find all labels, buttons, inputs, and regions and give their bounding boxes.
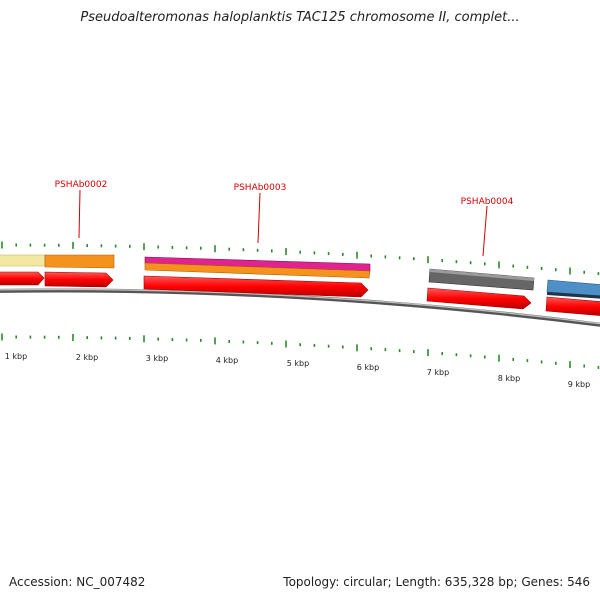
gene-leader-line	[257, 192, 261, 244]
top-tick-track	[1, 241, 600, 276]
gene-leader-line	[78, 189, 81, 239]
feature-bar-yellow	[0, 254, 46, 267]
gene-label[interactable]: PSHAb0004	[461, 197, 514, 207]
gene-label[interactable]: PSHAb0003	[234, 183, 287, 193]
feature-bar-orange	[44, 254, 115, 269]
gene-arrow-3	[143, 275, 369, 298]
gene-arrow-2	[44, 271, 114, 288]
accession-label: Accession: NC_007482	[9, 575, 146, 589]
gene-label-group-3: PSHAb0004	[461, 197, 514, 257]
genome-backbone-highlight	[0, 288, 600, 325]
map-title: Pseudoalteromonas haloplanktis TAC125 ch…	[80, 10, 520, 25]
bottom-tick-track	[1, 333, 600, 369]
feature-bar-blue	[546, 279, 600, 296]
scale-label-1kbp: 1 kbp	[5, 352, 27, 361]
scale-label-5kbp: 5 kbp	[287, 359, 309, 368]
gene-label-group-2: PSHAb0003	[234, 183, 287, 244]
scale-label-9kbp: 9 kbp	[568, 380, 590, 389]
genome-summary-label: Topology: circular; Length: 635,328 bp; …	[283, 575, 590, 589]
scale-labels: 1 kbp 2 kbp 3 kbp 4 kbp 5 kbp 6 kbp 7 kb…	[5, 352, 590, 389]
scale-label-2kbp: 2 kbp	[76, 353, 98, 362]
gene-leader-line	[482, 205, 488, 257]
scale-label-4kbp: 4 kbp	[216, 356, 238, 365]
feature-bar-blue-shadow	[547, 292, 600, 299]
gene-arrow-5	[545, 296, 600, 316]
feature-bar-orange-2	[144, 262, 371, 279]
gene-arrow-1	[0, 271, 45, 286]
gene-label[interactable]: PSHAb0002	[55, 180, 108, 190]
scale-label-3kbp: 3 kbp	[146, 354, 168, 363]
gene-arrow-4	[426, 287, 532, 310]
gene-label-group-1: PSHAb0002	[55, 180, 108, 239]
feature-bar-gray	[428, 268, 535, 291]
scale-label-8kbp: 8 kbp	[498, 374, 520, 383]
scale-label-6kbp: 6 kbp	[357, 363, 379, 372]
feature-bar-gray-top	[430, 269, 534, 281]
genome-backbone	[0, 288, 600, 327]
scale-label-7kbp: 7 kbp	[427, 368, 449, 377]
